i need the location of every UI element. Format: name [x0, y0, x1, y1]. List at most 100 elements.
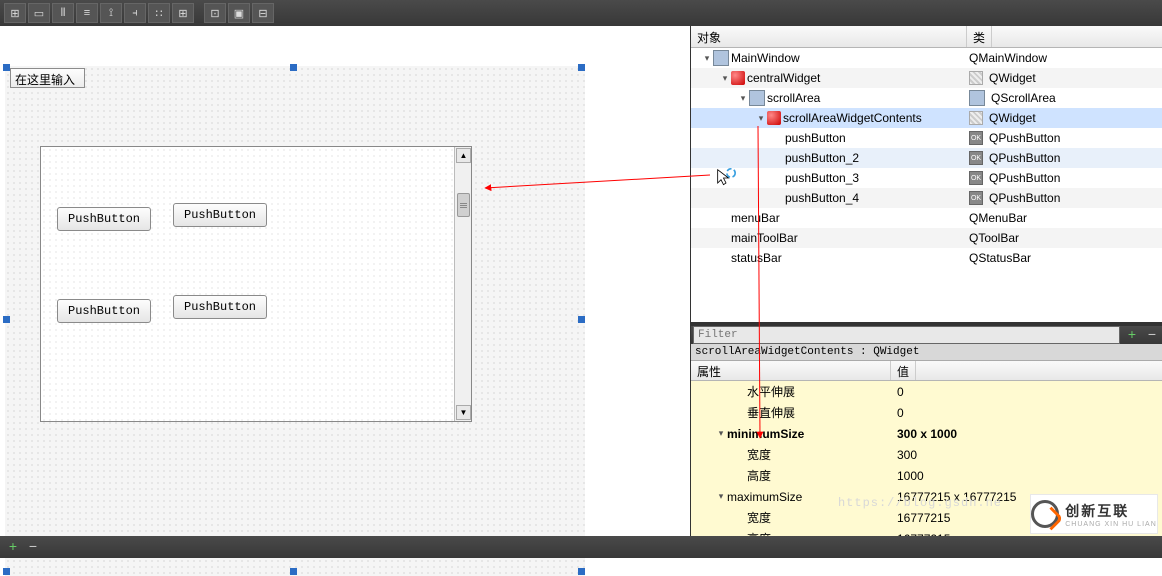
toolbar-btn[interactable]: ≡: [76, 3, 98, 23]
tree-row[interactable]: pushButton_2 OK QPushButton: [691, 148, 1162, 168]
toolbar-btn[interactable]: ▭: [28, 3, 50, 23]
toolbar-btn[interactable]: ⊞: [172, 3, 194, 23]
tree-item-class: QPushButton: [989, 191, 1060, 205]
property-name: 宽度: [747, 446, 771, 463]
scroll-thumb[interactable]: [457, 193, 470, 217]
tree-row[interactable]: ▾centralWidgetQWidget: [691, 68, 1162, 88]
remove-icon[interactable]: −: [1142, 326, 1162, 344]
toolbar-btn[interactable]: ⫞: [124, 3, 146, 23]
toolbar-btn[interactable]: ▣: [228, 3, 250, 23]
toolbar-btn[interactable]: ⊟: [252, 3, 274, 23]
selection-handle[interactable]: [3, 568, 10, 575]
form-icon: [969, 90, 985, 106]
tree-row[interactable]: ▾scrollAreaQScrollArea: [691, 88, 1162, 108]
tree-toggle-icon[interactable]: [719, 252, 731, 264]
scroll-down-icon[interactable]: ▼: [456, 405, 471, 420]
property-row[interactable]: 高度 1000: [691, 465, 1162, 486]
tree-row[interactable]: pushButtonOKQPushButton: [691, 128, 1162, 148]
selection-handle[interactable]: [3, 316, 10, 323]
toolbar-btn[interactable]: ⟟: [100, 3, 122, 23]
selection-handle[interactable]: [290, 64, 297, 71]
widget-icon: [969, 111, 983, 125]
selection-handle[interactable]: [578, 64, 585, 71]
tree-item-class: QMenuBar: [969, 211, 1027, 225]
property-toggle-icon[interactable]: ▾: [715, 491, 727, 502]
property-name: 高度: [747, 467, 771, 484]
tree-toggle-icon[interactable]: [773, 152, 785, 164]
property-row[interactable]: ▾minimumSize 300 x 1000: [691, 423, 1162, 444]
property-row[interactable]: 水平伸展0: [691, 381, 1162, 402]
push-button[interactable]: PushButton: [57, 207, 151, 231]
watermark: https://blog.gsdn.ne: [838, 496, 1002, 510]
property-name: maximumSize: [727, 490, 802, 504]
tree-item-name: centralWidget: [747, 71, 820, 85]
property-value[interactable]: 300: [891, 448, 1162, 462]
tree-row[interactable]: pushButton_3OKQPushButton: [691, 168, 1162, 188]
tree-row[interactable]: menuBarQMenuBar: [691, 208, 1162, 228]
logo: 创新互联 CHUANG XIN HU LIAN: [1030, 494, 1158, 534]
add-icon[interactable]: +: [1122, 326, 1142, 344]
scroll-area[interactable]: PushButton PushButton PushButton PushButton…: [40, 146, 472, 422]
object-header-class[interactable]: 类: [967, 26, 992, 47]
property-value[interactable]: 300 x 1000: [891, 427, 1162, 441]
toolbar-btn[interactable]: ∷: [148, 3, 170, 23]
object-header-name[interactable]: 对象: [691, 26, 967, 47]
tree-item-name: pushButton_2: [785, 151, 859, 165]
tree-item-name: pushButton: [785, 131, 846, 145]
logo-subtext: CHUANG XIN HU LIAN: [1065, 521, 1157, 528]
toolbar-btn[interactable]: ⦀: [52, 3, 74, 23]
tree-item-name: pushButton_3: [785, 171, 859, 185]
tree-toggle-icon[interactable]: ▾: [701, 52, 713, 64]
property-value[interactable]: 1000: [891, 469, 1162, 483]
scrollbar[interactable]: ▲ ▼: [454, 147, 471, 421]
property-value[interactable]: 0: [891, 406, 1162, 420]
tree-row[interactable]: pushButton_4OKQPushButton: [691, 188, 1162, 208]
tree-item-class: QWidget: [989, 111, 1036, 125]
red-icon: [767, 111, 781, 125]
selection-handle[interactable]: [578, 568, 585, 575]
property-toggle-icon[interactable]: ▾: [715, 428, 727, 439]
property-name: 垂直伸展: [747, 404, 795, 421]
property-row[interactable]: 垂直伸展 0: [691, 402, 1162, 423]
push-button[interactable]: PushButton: [173, 295, 267, 319]
tree-item-class: QScrollArea: [991, 91, 1056, 105]
property-header-value[interactable]: 值: [891, 361, 916, 380]
tree-item-name: MainWindow: [731, 51, 800, 65]
selection-handle[interactable]: [578, 316, 585, 323]
tree-toggle-icon[interactable]: ▾: [719, 72, 731, 84]
tree-item-class: QStatusBar: [969, 251, 1031, 265]
object-header: 对象 类: [691, 26, 1162, 48]
push-button[interactable]: PushButton: [57, 299, 151, 323]
tree-toggle-icon[interactable]: [719, 232, 731, 244]
lineedit[interactable]: 在这里输入: [10, 68, 85, 88]
selection-handle[interactable]: [290, 568, 297, 575]
tree-toggle-icon[interactable]: [773, 172, 785, 184]
tree-row[interactable]: statusBarQStatusBar: [691, 248, 1162, 268]
form-designer[interactable]: 在这里输入 PushButtonPushButtonPushButtonPush…: [0, 26, 690, 536]
tree-row[interactable]: ▾scrollAreaWidgetContentsQWidget: [691, 108, 1162, 128]
property-value[interactable]: 0: [891, 385, 1162, 399]
scroll-up-icon[interactable]: ▲: [456, 148, 471, 163]
logo-text: 创新互联: [1065, 501, 1157, 521]
remove-icon[interactable]: −: [24, 539, 42, 555]
property-name: minimumSize: [727, 427, 804, 441]
tree-row[interactable]: mainToolBarQToolBar: [691, 228, 1162, 248]
tree-toggle-icon[interactable]: [773, 192, 785, 204]
toolbar-btn[interactable]: ⊡: [204, 3, 226, 23]
tree-toggle-icon[interactable]: [773, 132, 785, 144]
tree-toggle-icon[interactable]: ▾: [755, 112, 767, 124]
tree-toggle-icon[interactable]: ▾: [737, 92, 749, 104]
object-inspector: 对象 类 ▾MainWindowQMainWindow▾centralWidge…: [691, 26, 1162, 326]
toolbar-btn[interactable]: ⊞: [4, 3, 26, 23]
add-icon[interactable]: +: [4, 539, 22, 555]
selection-handle[interactable]: [3, 64, 10, 71]
property-context: scrollAreaWidgetContents : QWidget: [691, 344, 1162, 361]
property-header-name[interactable]: 属性: [691, 361, 891, 380]
push-button[interactable]: PushButton: [173, 203, 267, 227]
btn-icon: OK: [969, 151, 983, 165]
filter-input[interactable]: [693, 326, 1120, 344]
property-row[interactable]: 宽度 300: [691, 444, 1162, 465]
tree-toggle-icon[interactable]: [719, 212, 731, 224]
tree-row[interactable]: ▾MainWindowQMainWindow: [691, 48, 1162, 68]
tree-item-class: QPushButton: [989, 151, 1060, 165]
